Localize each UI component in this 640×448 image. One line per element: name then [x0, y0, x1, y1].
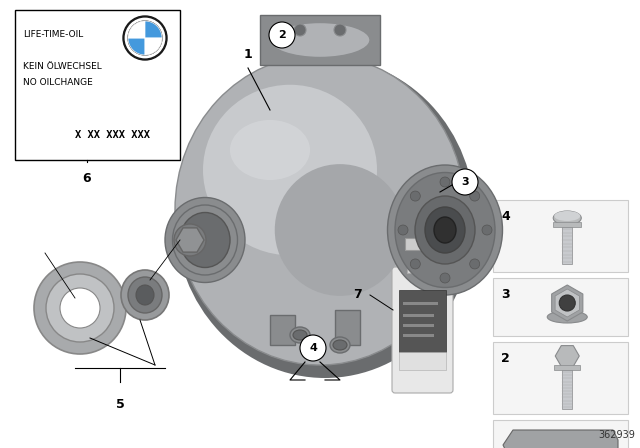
- Polygon shape: [555, 289, 579, 317]
- Wedge shape: [128, 38, 145, 55]
- Circle shape: [440, 177, 450, 187]
- Text: X XX XXX XXX: X XX XXX XXX: [75, 130, 150, 140]
- Ellipse shape: [553, 211, 581, 225]
- Ellipse shape: [165, 198, 245, 283]
- Text: KEIN ÖLWECHSEL: KEIN ÖLWECHSEL: [23, 62, 102, 71]
- Circle shape: [410, 191, 420, 201]
- Bar: [403, 314, 434, 317]
- Ellipse shape: [415, 196, 475, 264]
- Text: 1: 1: [244, 48, 252, 61]
- Text: LIFE-TIME-OIL: LIFE-TIME-OIL: [23, 30, 83, 39]
- Bar: [270, 315, 295, 345]
- Bar: [15, 10, 180, 160]
- Ellipse shape: [175, 55, 465, 365]
- Bar: [403, 324, 434, 327]
- Text: 3: 3: [501, 288, 509, 301]
- Circle shape: [46, 274, 114, 342]
- Circle shape: [470, 259, 480, 269]
- Ellipse shape: [275, 164, 405, 296]
- Ellipse shape: [333, 340, 347, 350]
- FancyBboxPatch shape: [392, 267, 453, 393]
- Bar: [407, 248, 438, 273]
- Text: 3: 3: [461, 177, 469, 187]
- Bar: [553, 222, 581, 227]
- Bar: [399, 290, 446, 352]
- Circle shape: [60, 288, 100, 328]
- Wedge shape: [145, 21, 162, 38]
- Circle shape: [398, 225, 408, 235]
- Ellipse shape: [174, 224, 206, 256]
- Ellipse shape: [387, 165, 502, 295]
- Bar: [493, 420, 628, 448]
- Bar: [493, 342, 628, 414]
- Bar: [403, 334, 434, 337]
- Ellipse shape: [554, 211, 580, 221]
- Ellipse shape: [290, 327, 310, 343]
- Ellipse shape: [330, 337, 350, 353]
- Polygon shape: [556, 345, 579, 366]
- Circle shape: [123, 16, 167, 60]
- Bar: [493, 200, 628, 272]
- Wedge shape: [145, 38, 162, 55]
- Polygon shape: [503, 430, 618, 448]
- Circle shape: [482, 225, 492, 235]
- Circle shape: [126, 19, 164, 57]
- Wedge shape: [128, 21, 145, 38]
- Bar: [405, 238, 440, 250]
- Ellipse shape: [121, 270, 169, 320]
- Ellipse shape: [128, 277, 162, 313]
- Bar: [563, 227, 572, 264]
- Ellipse shape: [293, 330, 307, 340]
- Circle shape: [559, 295, 575, 311]
- Circle shape: [452, 169, 478, 195]
- Text: 4: 4: [501, 210, 509, 223]
- Bar: [399, 352, 446, 370]
- Text: 4: 4: [309, 343, 317, 353]
- Bar: [554, 365, 580, 370]
- Text: 7: 7: [353, 288, 362, 301]
- Bar: [260, 15, 380, 65]
- Text: 362939: 362939: [598, 430, 635, 440]
- Ellipse shape: [203, 85, 377, 255]
- Bar: [563, 370, 572, 409]
- Circle shape: [34, 262, 126, 354]
- Text: NO OILCHANGE: NO OILCHANGE: [23, 78, 93, 87]
- Text: 2: 2: [501, 352, 509, 365]
- Ellipse shape: [395, 172, 495, 288]
- Bar: [493, 278, 628, 336]
- Ellipse shape: [173, 205, 237, 275]
- Polygon shape: [552, 285, 583, 321]
- Circle shape: [410, 259, 420, 269]
- Ellipse shape: [136, 285, 154, 305]
- Bar: [335, 310, 360, 345]
- Ellipse shape: [270, 22, 370, 57]
- Circle shape: [470, 191, 480, 201]
- Bar: [403, 302, 438, 305]
- Ellipse shape: [180, 212, 230, 267]
- Text: 6: 6: [83, 172, 92, 185]
- Circle shape: [269, 22, 295, 48]
- Circle shape: [300, 335, 326, 361]
- Polygon shape: [176, 228, 204, 252]
- Circle shape: [334, 24, 346, 36]
- Text: 2: 2: [278, 30, 286, 40]
- Ellipse shape: [230, 120, 310, 180]
- Circle shape: [294, 24, 306, 36]
- Text: 5: 5: [116, 398, 124, 411]
- Ellipse shape: [175, 58, 475, 378]
- Ellipse shape: [425, 207, 465, 253]
- Circle shape: [440, 273, 450, 283]
- Ellipse shape: [434, 217, 456, 243]
- Ellipse shape: [547, 311, 588, 323]
